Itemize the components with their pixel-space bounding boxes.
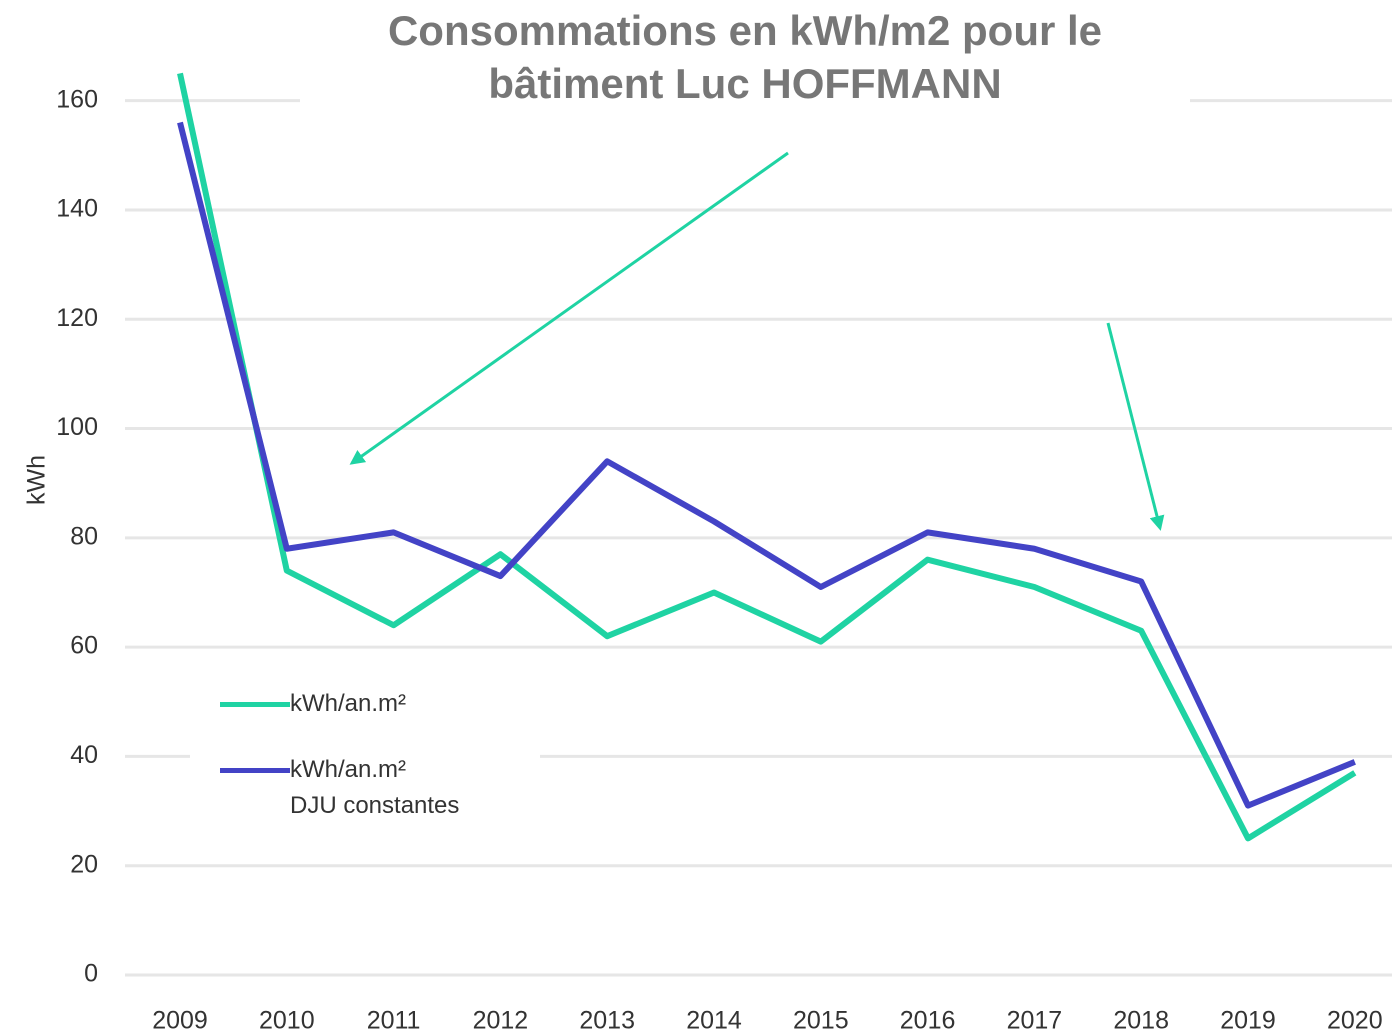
legend-label: kWh/an.m² [290, 690, 407, 717]
y-axis-label: kWh [23, 455, 51, 505]
series-line [177, 121, 1356, 809]
grid: 0 20 40 60 80 100 120 140 160 2009 2010 2011 2012 201… [56, 85, 1392, 1035]
legend-label: kWh/an.m² DJU constantes [290, 756, 460, 819]
y-tick-label: 120 [56, 304, 98, 332]
x-tick-label: 2012 [473, 1007, 529, 1035]
legend-item: kWh/an.m² [220, 686, 406, 722]
legend: kWh/an.m² kWh/an.m² DJU constantes [190, 680, 540, 830]
y-tick-label: 0 [84, 960, 98, 988]
chart-title: Consommations en kWh/m2 pour le bâtiment… [300, 4, 1190, 110]
x-tick-label: 2019 [1220, 1007, 1276, 1035]
y-tick-label: 20 [70, 850, 98, 878]
x-tick-label: 2017 [1007, 1007, 1063, 1035]
series-line [177, 72, 1357, 842]
x-tick-label: 2010 [259, 1007, 315, 1035]
legend-swatch [220, 768, 290, 773]
lines [177, 72, 1357, 842]
legend-swatch [220, 702, 290, 707]
x-tick-label: 2018 [1113, 1007, 1169, 1035]
x-tick-label: 2011 [367, 1007, 421, 1035]
y-tick-label: 160 [56, 85, 98, 113]
x-tick-label: 2015 [793, 1007, 849, 1035]
annotation-arrow [1106, 322, 1165, 531]
annotation-arrow [349, 151, 789, 465]
x-tick-label: 2009 [152, 1007, 208, 1035]
x-tick-label: 2014 [686, 1007, 742, 1035]
y-tick-label: 100 [56, 413, 98, 441]
y-tick-label: 60 [70, 632, 98, 660]
y-tick-label: 80 [70, 522, 98, 550]
y-tick-label: 140 [56, 195, 98, 223]
x-tick-label: 2016 [900, 1007, 956, 1035]
x-tick-label: 2013 [579, 1007, 635, 1035]
y-tick-label: 40 [70, 741, 98, 769]
x-tick-label: 2020 [1327, 1007, 1383, 1035]
legend-item: kWh/an.m² DJU constantes [220, 752, 459, 824]
